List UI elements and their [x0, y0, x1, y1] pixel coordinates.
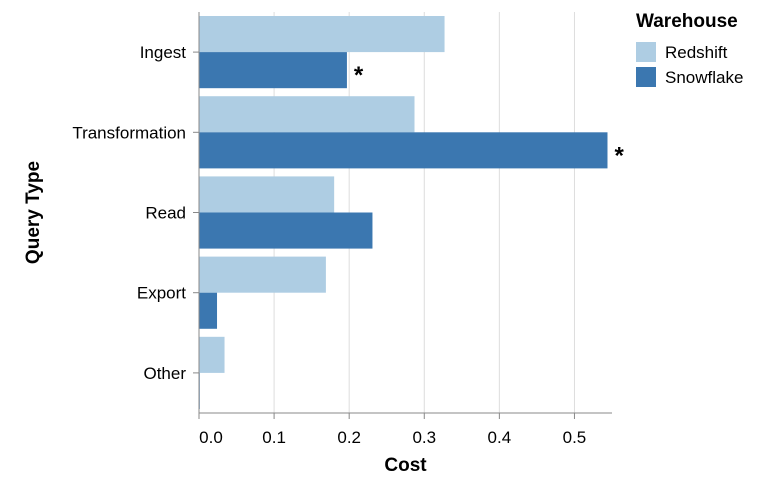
bar-ingest-redshift [199, 16, 445, 53]
y-tick-label-transformation: Transformation [72, 123, 186, 142]
y-axis-title: Query Type [23, 161, 44, 264]
x-tick-label-0: 0.0 [199, 428, 223, 447]
bar-transformation-redshift [199, 96, 415, 133]
x-tick-label-5: 0.5 [563, 428, 587, 447]
x-tick-label-1: 0.1 [262, 428, 286, 447]
x-tick-label-2: 0.2 [337, 428, 361, 447]
legend-label-snowflake: Snowflake [665, 68, 743, 87]
bar-ingest-snowflake [199, 52, 347, 89]
legend-label-redshift: Redshift [665, 43, 728, 62]
x-axis-title: Cost [384, 455, 427, 476]
legend: Warehouse Redshift Snowflake [636, 11, 743, 87]
x-tick-label-3: 0.3 [412, 428, 436, 447]
y-tick-label-ingest: Ingest [140, 43, 187, 62]
legend-title: Warehouse [636, 11, 738, 32]
y-tick-label-read: Read [145, 204, 186, 223]
annotation-asterisk-1: * [614, 142, 624, 169]
y-tick-label-other: Other [143, 364, 186, 383]
bar-other-redshift [199, 336, 225, 373]
bar-read-snowflake [199, 212, 373, 249]
x-tick-label-4: 0.4 [488, 428, 512, 447]
bar-read-redshift [199, 176, 335, 213]
legend-swatch-snowflake [636, 67, 656, 87]
bar-transformation-snowflake [199, 132, 608, 169]
bar-export-redshift [199, 256, 326, 293]
annotation-asterisk-0: * [354, 62, 364, 89]
axes: Ingest Transformation Read Export Other 0.0 0.… [72, 12, 612, 447]
annotations: ** [354, 62, 625, 169]
legend-swatch-redshift [636, 42, 656, 62]
y-tick-label-export: Export [137, 284, 186, 303]
bar-export-snowflake [199, 292, 218, 329]
bars [199, 16, 608, 409]
